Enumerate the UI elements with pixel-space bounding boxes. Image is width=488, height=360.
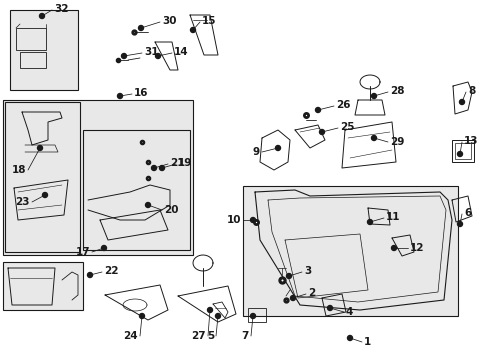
Circle shape bbox=[207, 307, 212, 312]
Circle shape bbox=[155, 54, 160, 58]
Bar bbox=[10, 10, 78, 90]
Circle shape bbox=[457, 152, 462, 157]
Circle shape bbox=[38, 145, 42, 150]
Circle shape bbox=[138, 26, 143, 31]
Bar bbox=[451, 140, 473, 162]
Text: 19: 19 bbox=[178, 158, 192, 168]
Text: 17: 17 bbox=[75, 247, 90, 257]
Text: 4: 4 bbox=[346, 307, 353, 317]
Circle shape bbox=[190, 27, 195, 32]
Text: 6: 6 bbox=[463, 208, 470, 218]
Circle shape bbox=[40, 13, 44, 18]
Circle shape bbox=[87, 273, 92, 278]
Bar bbox=[247, 308, 265, 322]
Text: 32: 32 bbox=[54, 4, 68, 14]
Text: 18: 18 bbox=[12, 165, 26, 175]
Circle shape bbox=[290, 296, 295, 301]
Bar bbox=[3, 100, 193, 255]
Circle shape bbox=[215, 314, 220, 319]
Text: 29: 29 bbox=[389, 137, 404, 147]
Text: 21: 21 bbox=[170, 158, 184, 168]
Circle shape bbox=[139, 314, 144, 319]
Text: 14: 14 bbox=[174, 47, 188, 57]
Text: 28: 28 bbox=[389, 86, 404, 96]
Bar bbox=[3, 262, 83, 310]
Circle shape bbox=[347, 336, 352, 341]
Circle shape bbox=[275, 145, 280, 150]
Text: 25: 25 bbox=[339, 122, 354, 132]
Circle shape bbox=[250, 314, 255, 319]
Text: 30: 30 bbox=[162, 16, 176, 26]
Circle shape bbox=[117, 94, 122, 99]
Circle shape bbox=[102, 246, 106, 251]
Text: 31: 31 bbox=[143, 47, 158, 57]
Circle shape bbox=[121, 54, 126, 58]
Text: 24: 24 bbox=[123, 331, 138, 341]
Text: 26: 26 bbox=[335, 100, 350, 110]
Circle shape bbox=[371, 135, 376, 140]
Circle shape bbox=[459, 99, 464, 104]
Circle shape bbox=[319, 130, 324, 135]
Bar bbox=[16, 28, 46, 50]
Circle shape bbox=[391, 246, 396, 251]
Text: 2: 2 bbox=[307, 288, 315, 298]
Text: 13: 13 bbox=[463, 136, 478, 146]
Text: 7: 7 bbox=[241, 331, 248, 341]
Text: 15: 15 bbox=[202, 16, 216, 26]
Circle shape bbox=[145, 202, 150, 207]
Circle shape bbox=[250, 217, 255, 222]
Text: 22: 22 bbox=[104, 266, 118, 276]
Circle shape bbox=[457, 221, 462, 226]
Text: 16: 16 bbox=[134, 88, 148, 98]
Circle shape bbox=[42, 193, 47, 198]
Circle shape bbox=[315, 108, 320, 112]
Bar bbox=[454, 143, 470, 159]
Circle shape bbox=[151, 166, 156, 171]
Text: 10: 10 bbox=[226, 215, 241, 225]
Text: 12: 12 bbox=[409, 243, 424, 253]
Text: 5: 5 bbox=[206, 331, 214, 341]
Text: 8: 8 bbox=[467, 86, 474, 96]
Circle shape bbox=[327, 306, 332, 310]
Text: 1: 1 bbox=[363, 337, 370, 347]
Bar bbox=[5, 102, 80, 252]
Text: 20: 20 bbox=[163, 205, 178, 215]
Bar bbox=[83, 130, 190, 250]
Circle shape bbox=[159, 166, 164, 171]
Text: 3: 3 bbox=[304, 266, 311, 276]
Text: 11: 11 bbox=[385, 212, 400, 222]
Circle shape bbox=[286, 274, 291, 279]
Text: 9: 9 bbox=[252, 147, 260, 157]
Bar bbox=[20, 52, 46, 68]
Text: 27: 27 bbox=[191, 331, 205, 341]
Circle shape bbox=[371, 94, 376, 99]
Text: 23: 23 bbox=[16, 197, 30, 207]
Circle shape bbox=[367, 220, 372, 225]
Bar bbox=[243, 186, 457, 316]
